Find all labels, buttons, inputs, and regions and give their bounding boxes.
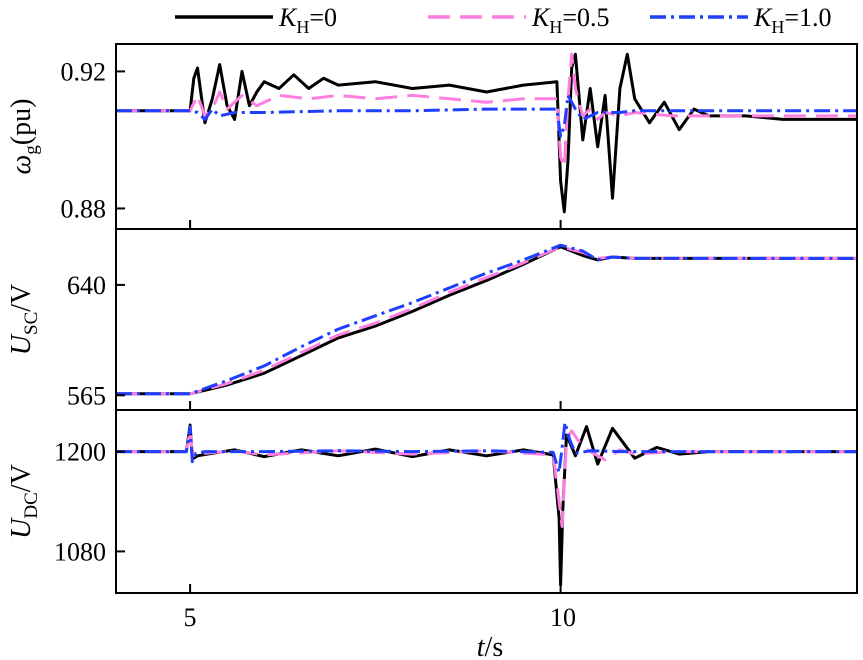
legend-item-3: KH=1.0 [650,3,832,37]
legend-label: KH=0 [278,3,337,37]
x-tick-label-5: 5 [184,603,197,632]
x-axis-title: t/s [477,632,503,660]
series-line-2 [116,52,857,169]
x-tick-label-10: 10 [550,603,576,632]
legend-item-2: KH=0.5 [428,3,610,37]
series-line-2 [116,245,857,396]
series-line-2 [116,429,857,528]
series-line-3 [116,243,857,396]
panel-3: 1200 1080 UDC/V [6,409,858,594]
legend-item-1: KH=0 [175,3,337,37]
y-tick-label: 1200 [54,438,106,467]
y-axis-title: USC/V [6,284,42,355]
legend-label: KH=0.5 [531,3,610,37]
series-line-3 [116,421,857,474]
y-axis-title: ωg(pu) [6,99,42,175]
plot-frame [115,409,858,594]
series-line-3 [116,93,857,138]
legend: KH=0 KH=0.5 KH=1.0 [175,3,832,37]
y-tick-label: 565 [67,381,106,410]
plot-frame [115,43,858,230]
series-line-1 [116,423,857,587]
y-axis-title: UDC/V [6,464,42,539]
legend-label: KH=1.0 [753,3,832,37]
y-tick-label: 0.88 [61,194,107,223]
y-tick-label: 640 [67,271,106,300]
panel-1: 0.92 0.88 ωg(pu) [6,43,858,230]
series-line-1 [116,52,857,214]
y-tick-label: 1080 [54,537,106,566]
panels: 0.92 0.88 ωg(pu) 640 565 USC/V 1200 1080 UDC/V [6,43,858,594]
series-line-1 [116,245,857,396]
x-axis: 5 10 t/s [184,603,577,660]
y-tick-label: 0.92 [61,57,107,86]
panel-2: 640 565 USC/V [6,228,858,411]
